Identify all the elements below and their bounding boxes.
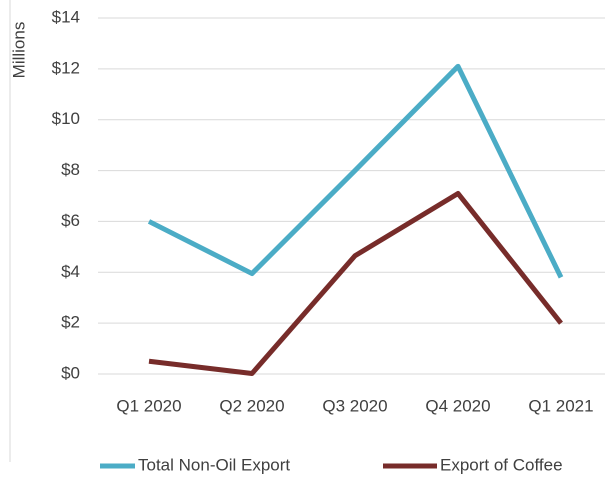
y-tick-label: $2 xyxy=(61,313,80,332)
y-tick-label: $4 xyxy=(61,262,80,281)
x-tick-label: Q2 2020 xyxy=(219,396,284,415)
x-tick-label: Q4 2020 xyxy=(425,396,490,415)
legend-label: Export of Coffee xyxy=(440,455,563,474)
series-line xyxy=(148,190,563,376)
x-tick-label: Q3 2020 xyxy=(322,396,387,415)
y-tick-label: $10 xyxy=(52,109,80,128)
y-tick-label: $8 xyxy=(61,160,80,179)
x-tick-label: Q1 2021 xyxy=(528,396,593,415)
y-axis-label: Millions xyxy=(9,22,28,79)
legend-label: Total Non-Oil Export xyxy=(138,455,290,474)
y-tick-label: $12 xyxy=(52,58,80,77)
series-line xyxy=(147,63,564,279)
y-tick-label: $14 xyxy=(52,7,80,26)
y-tick-label: $0 xyxy=(61,363,80,382)
y-tick-label: $6 xyxy=(61,211,80,230)
x-tick-label: Q1 2020 xyxy=(116,396,181,415)
